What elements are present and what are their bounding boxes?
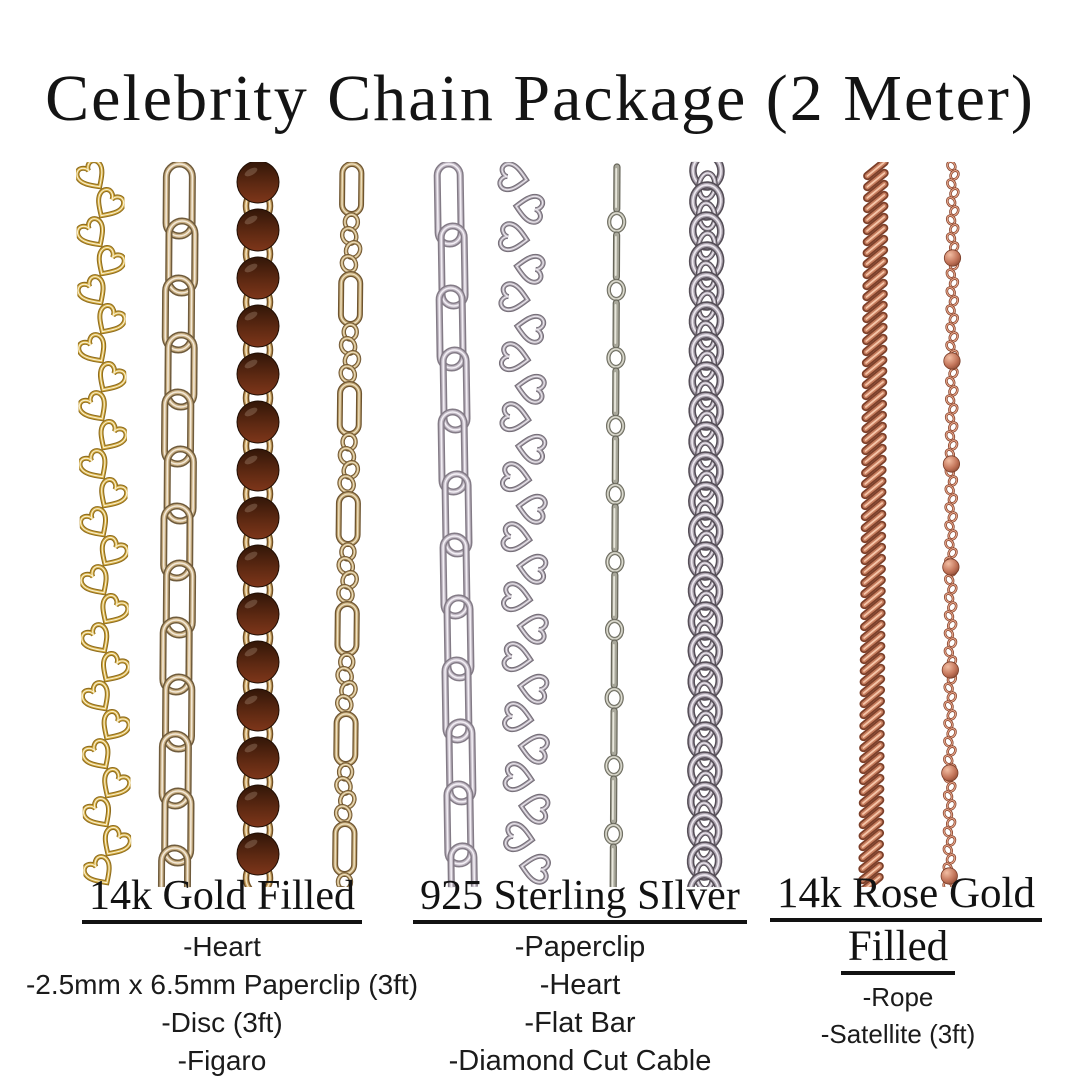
chain-list-item: -Rope	[862, 982, 934, 1012]
chain-list-item: -Diamond Cut Cable	[448, 1045, 712, 1077]
category-header-rose-line1: 14k Rose Gold	[770, 872, 1042, 922]
chain-photo-silver-flatbar	[599, 162, 631, 888]
chain-list-item: -Paperclip	[514, 931, 646, 963]
chain-photo-gold-paperclip	[155, 161, 202, 888]
chain-photo-gold-heart	[76, 161, 132, 887]
chain-photo-silver-paperclip	[431, 161, 480, 888]
chain-list-gold: -Heart -2.5mm x 6.5mm Paperclip (3ft) -D…	[20, 928, 424, 1080]
category-header-silver-text: 925 Sterling SIlver	[413, 875, 747, 924]
chain-list-item: -Flat Bar	[524, 1007, 636, 1039]
chain-photo-rose-satellite	[937, 161, 965, 888]
chain-photo-rose-rope	[857, 161, 890, 888]
chain-list-item: -2.5mm x 6.5mm Paperclip (3ft)	[25, 969, 419, 1000]
chain-list-item: -Heart	[183, 931, 261, 962]
chain-list-item: -Figaro	[177, 1045, 267, 1076]
page-title: Celebrity Chain Package (2 Meter)	[45, 62, 1035, 135]
category-column-rose-gold: 14k Rose Gold Filled -Rope -Satellite (3…	[770, 872, 1042, 1053]
chain-list-item: -Satellite (3ft)	[820, 1019, 976, 1049]
chain-list-item: -Disc (3ft)	[161, 1007, 283, 1038]
category-header-silver: 925 Sterling SIlver	[398, 875, 762, 924]
chain-photo-silver-heart	[497, 161, 551, 887]
category-header-gold-text: 14k Gold Filled	[81, 875, 362, 924]
category-header-gold: 14k Gold Filled	[20, 875, 424, 924]
category-header-rose-line2: Filled	[770, 925, 1026, 975]
category-header-rose-text-line2: Filled	[840, 925, 956, 975]
chain-photo-silver-cable	[684, 161, 727, 888]
category-header-rose-text-line1: 14k Rose Gold	[770, 872, 1042, 922]
chain-photo-gold-figaro	[324, 161, 372, 888]
chain-list-rose: -Rope -Satellite (3ft)	[770, 979, 1026, 1053]
category-column-silver: 925 Sterling SIlver -Paperclip -Heart -F…	[398, 875, 762, 1080]
chain-list-item: -Heart	[539, 969, 621, 1001]
category-column-gold: 14k Gold Filled -Heart -2.5mm x 6.5mm Pa…	[20, 875, 424, 1080]
chain-list-silver: -Paperclip -Heart -Flat Bar -Diamond Cut…	[398, 928, 762, 1080]
chain-photo-gold-disc	[233, 162, 283, 887]
